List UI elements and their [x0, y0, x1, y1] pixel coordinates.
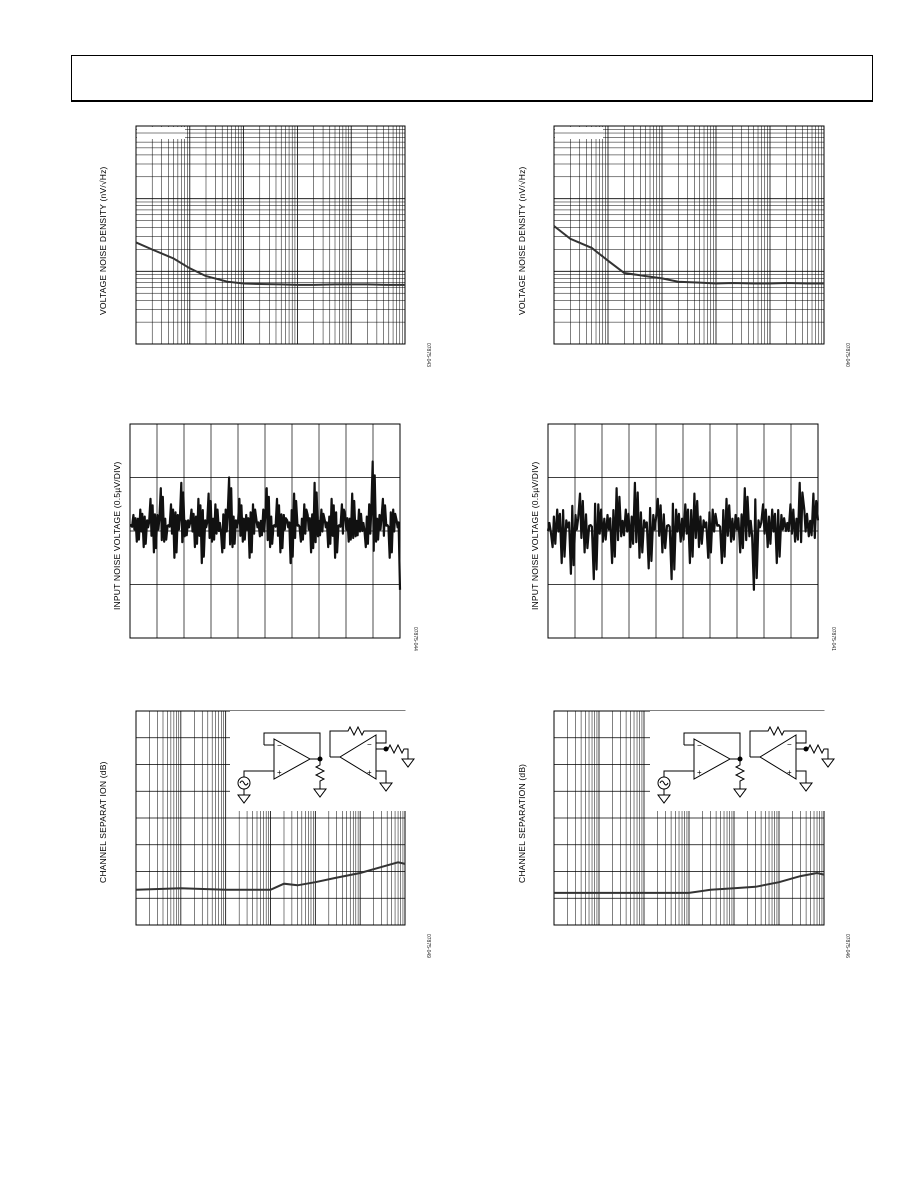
- chart-plot: [129, 423, 402, 639]
- chart-plot: [553, 125, 825, 345]
- input-noise-chart-left: INPUT NOISE VOLTAGE (0.5µV/DIV) 07875-04…: [108, 415, 428, 665]
- figure-id: 07875-040: [844, 343, 850, 367]
- y-axis-label: CHANNEL SEPARAT ION (dB): [98, 761, 108, 883]
- noise-trace: [546, 481, 820, 591]
- figure-id: 07875-046: [844, 934, 850, 958]
- input-noise-chart-right: INPUT NOISE VOLTAGE (0.5µV/DIV) 07875-04…: [526, 415, 846, 665]
- data-series-line: [135, 861, 406, 891]
- y-axis-label: VOLTAGE NOISE DENSITY (nV/√Hz): [517, 166, 527, 315]
- op-amp-plus-sign: +: [697, 768, 702, 777]
- ground-symbol-1: [657, 789, 671, 804]
- op-amp-1: [273, 738, 312, 780]
- op-amp-minus-sign: −: [367, 740, 372, 749]
- figure-id: 07875-041: [830, 627, 836, 651]
- plot-frame: [553, 125, 825, 345]
- op-amp-minus-sign: −: [277, 741, 282, 750]
- noise-trace: [129, 460, 402, 590]
- y-axis-label: VOLTAGE NOISE DENSITY (nV/√Hz): [98, 166, 108, 315]
- y-axis-label: INPUT NOISE VOLTAGE (0.5µV/DIV): [530, 461, 540, 610]
- figure-id: 07875-044: [412, 627, 418, 651]
- op-amp-2: [339, 734, 377, 780]
- op-amp-plus-sign: +: [277, 768, 282, 777]
- test-circuit-inset: − + − +: [230, 711, 420, 811]
- output-node-1: [737, 756, 743, 762]
- output-node-1: [317, 756, 323, 762]
- chart-plot: − + − +: [553, 710, 840, 926]
- page-header-box: [71, 55, 873, 102]
- noise-density-chart-left: VOLTAGE NOISE DENSITY (nV/√Hz) 07875-043: [95, 120, 440, 380]
- data-series-line: [554, 871, 825, 894]
- chart-plot: − + − +: [135, 710, 420, 926]
- feedback-resistor-2: [749, 725, 807, 757]
- op-amp-minus-sign: −: [697, 741, 702, 750]
- figure-id: 07875-043: [425, 343, 431, 367]
- ground-symbol-2: [796, 770, 813, 792]
- sine-icon: [239, 780, 249, 786]
- chart-plot: [135, 125, 406, 345]
- channel-separation-chart-right: CHANNEL SEPARATION (dB) − + − + 07875-046: [514, 700, 859, 965]
- y-axis-label: CHANNEL SEPARATION (dB): [517, 763, 527, 883]
- noise-density-chart-right: VOLTAGE NOISE DENSITY (nV/√Hz) 07875-040: [514, 120, 859, 380]
- op-amp-plus-sign: +: [367, 768, 372, 777]
- input-wire-1: [243, 770, 274, 777]
- op-amp-1: [693, 738, 732, 780]
- sine-icon: [659, 780, 669, 786]
- test-circuit-inset: − + − +: [650, 711, 840, 811]
- load-resistor-1: [313, 759, 327, 798]
- node-2: [803, 746, 809, 752]
- ground-resistor-2: [376, 743, 415, 768]
- channel-separation-chart-left: CHANNEL SEPARAT ION (dB) − + − + 07875-049: [95, 700, 440, 965]
- op-amp-plus-sign: +: [787, 768, 792, 777]
- op-amp-minus-sign: −: [787, 740, 792, 749]
- input-wire-1: [663, 770, 694, 777]
- ground-symbol-2: [376, 770, 393, 792]
- op-amp-2: [759, 734, 797, 780]
- load-resistor-1: [733, 759, 747, 798]
- data-series-line: [553, 225, 824, 285]
- y-axis-label: INPUT NOISE VOLTAGE (0.5µV/DIV): [112, 461, 122, 610]
- node-2: [383, 746, 389, 752]
- chart-plot: [546, 423, 820, 639]
- plot-frame: [135, 125, 406, 345]
- figure-id: 07875-049: [425, 934, 431, 958]
- data-series-line: [135, 241, 405, 286]
- feedback-resistor-2: [329, 725, 387, 757]
- ground-symbol-1: [237, 789, 251, 804]
- ground-resistor-2: [796, 743, 835, 768]
